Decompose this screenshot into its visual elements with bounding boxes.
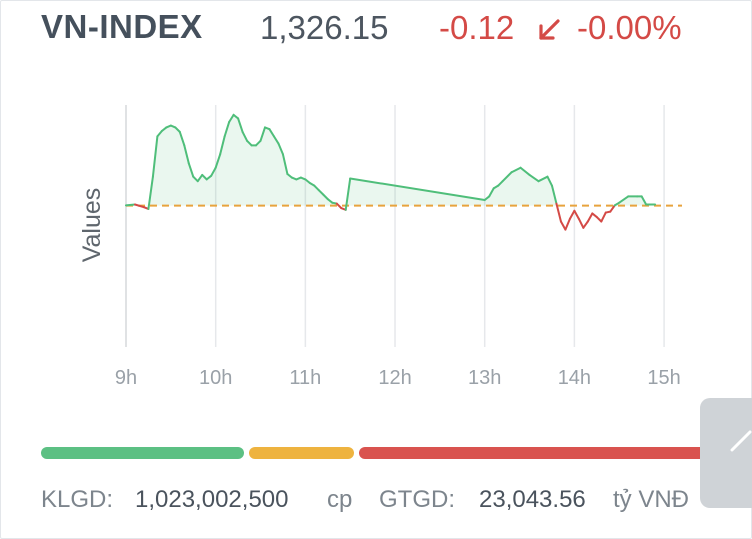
x-tick-label: 9h xyxy=(115,367,137,389)
line-segment xyxy=(555,202,562,223)
line-segment xyxy=(537,175,549,183)
line-segment xyxy=(246,139,253,147)
chart-area-fill xyxy=(126,114,656,206)
line-segment xyxy=(582,220,589,229)
line-segment xyxy=(133,203,145,209)
breadth-bar-declining xyxy=(359,447,711,459)
line-segment xyxy=(550,184,558,205)
index-name[interactable]: VN-INDEX xyxy=(41,8,203,45)
x-tick-label: 15h xyxy=(647,367,680,389)
arrow-down-left-icon xyxy=(539,19,560,40)
line-segment xyxy=(559,220,567,231)
x-tick-label: 13h xyxy=(468,367,501,389)
line-segment xyxy=(210,166,217,177)
value-value: 23,043.56 xyxy=(479,486,586,513)
x-tick-label: 12h xyxy=(378,367,411,389)
line-segment xyxy=(488,187,495,198)
line-segment xyxy=(219,135,226,156)
y-axis-label: Values xyxy=(78,188,106,263)
line-segment xyxy=(577,217,585,229)
line-segment xyxy=(214,153,222,169)
line-segment xyxy=(313,184,320,192)
line-segment xyxy=(187,162,195,178)
index-change: -0.12 xyxy=(439,9,515,46)
line-segment xyxy=(519,166,531,176)
line-segment xyxy=(268,128,275,138)
index-price: 1,326.15 xyxy=(260,9,389,46)
line-segment xyxy=(196,173,204,183)
line-segment xyxy=(317,189,325,196)
x-axis-ticks: 9h 10h 11h 12h 13h 14h 15h xyxy=(115,367,681,389)
x-tick-label: 10h xyxy=(199,367,232,389)
line-segment xyxy=(568,209,576,220)
line-segment xyxy=(510,166,522,174)
line-segment xyxy=(241,130,249,142)
line-segment xyxy=(156,129,163,138)
side-expand-tab[interactable] xyxy=(700,398,752,508)
line-segment xyxy=(281,153,289,176)
line-segment xyxy=(546,175,553,187)
expand-arrow-icon xyxy=(730,430,752,452)
line-segment xyxy=(586,212,594,223)
line-segment xyxy=(147,175,154,210)
line-segment xyxy=(255,139,262,147)
line-segment xyxy=(272,135,280,145)
line-segment xyxy=(192,175,199,183)
line-segment xyxy=(237,117,244,133)
line-segment xyxy=(528,173,540,183)
breadth-bar-advancing xyxy=(41,447,244,459)
line-segment xyxy=(151,135,159,178)
line-segment xyxy=(183,144,190,165)
line-segment xyxy=(564,217,571,231)
line-segment xyxy=(640,195,648,206)
line-segment xyxy=(335,202,343,210)
index-header: VN-INDEX 1,326.15 -0.12 -0.00% xyxy=(41,8,731,56)
line-segment xyxy=(223,121,231,138)
breadth-bar-unchanged xyxy=(248,447,355,459)
line-segment xyxy=(609,204,616,213)
line-segment xyxy=(259,126,266,142)
line-segment xyxy=(174,126,181,133)
line-segment xyxy=(344,177,352,211)
chart-gridlines xyxy=(125,105,665,347)
volume-label: KLGD: xyxy=(41,486,114,513)
line-segment xyxy=(573,209,580,220)
line-segment xyxy=(595,216,603,223)
volume-unit: cp xyxy=(327,486,353,513)
line-segment xyxy=(501,171,513,183)
x-tick-label: 14h xyxy=(558,367,591,389)
value-unit: tỷ VNĐ xyxy=(613,486,690,513)
line-segment xyxy=(600,211,607,223)
line-segment xyxy=(125,203,136,207)
intraday-chart: 9h 10h 11h 12h 13h 14h 15h Values xyxy=(78,105,682,389)
value-label: GTGD: xyxy=(379,486,455,513)
line-segment xyxy=(277,142,284,156)
index-change-percent: -0.00% xyxy=(577,9,682,46)
line-segment xyxy=(618,195,630,204)
line-segment xyxy=(497,180,504,187)
volume-value: 1,023,002,500 xyxy=(135,486,289,513)
line-segment xyxy=(178,130,186,147)
line-segment xyxy=(201,173,208,181)
line-segment xyxy=(349,177,486,202)
line-segment xyxy=(322,193,329,201)
chart-lines xyxy=(125,113,657,231)
area-fill xyxy=(126,114,656,206)
x-tick-label: 11h xyxy=(289,367,321,389)
line-segment xyxy=(228,113,235,124)
